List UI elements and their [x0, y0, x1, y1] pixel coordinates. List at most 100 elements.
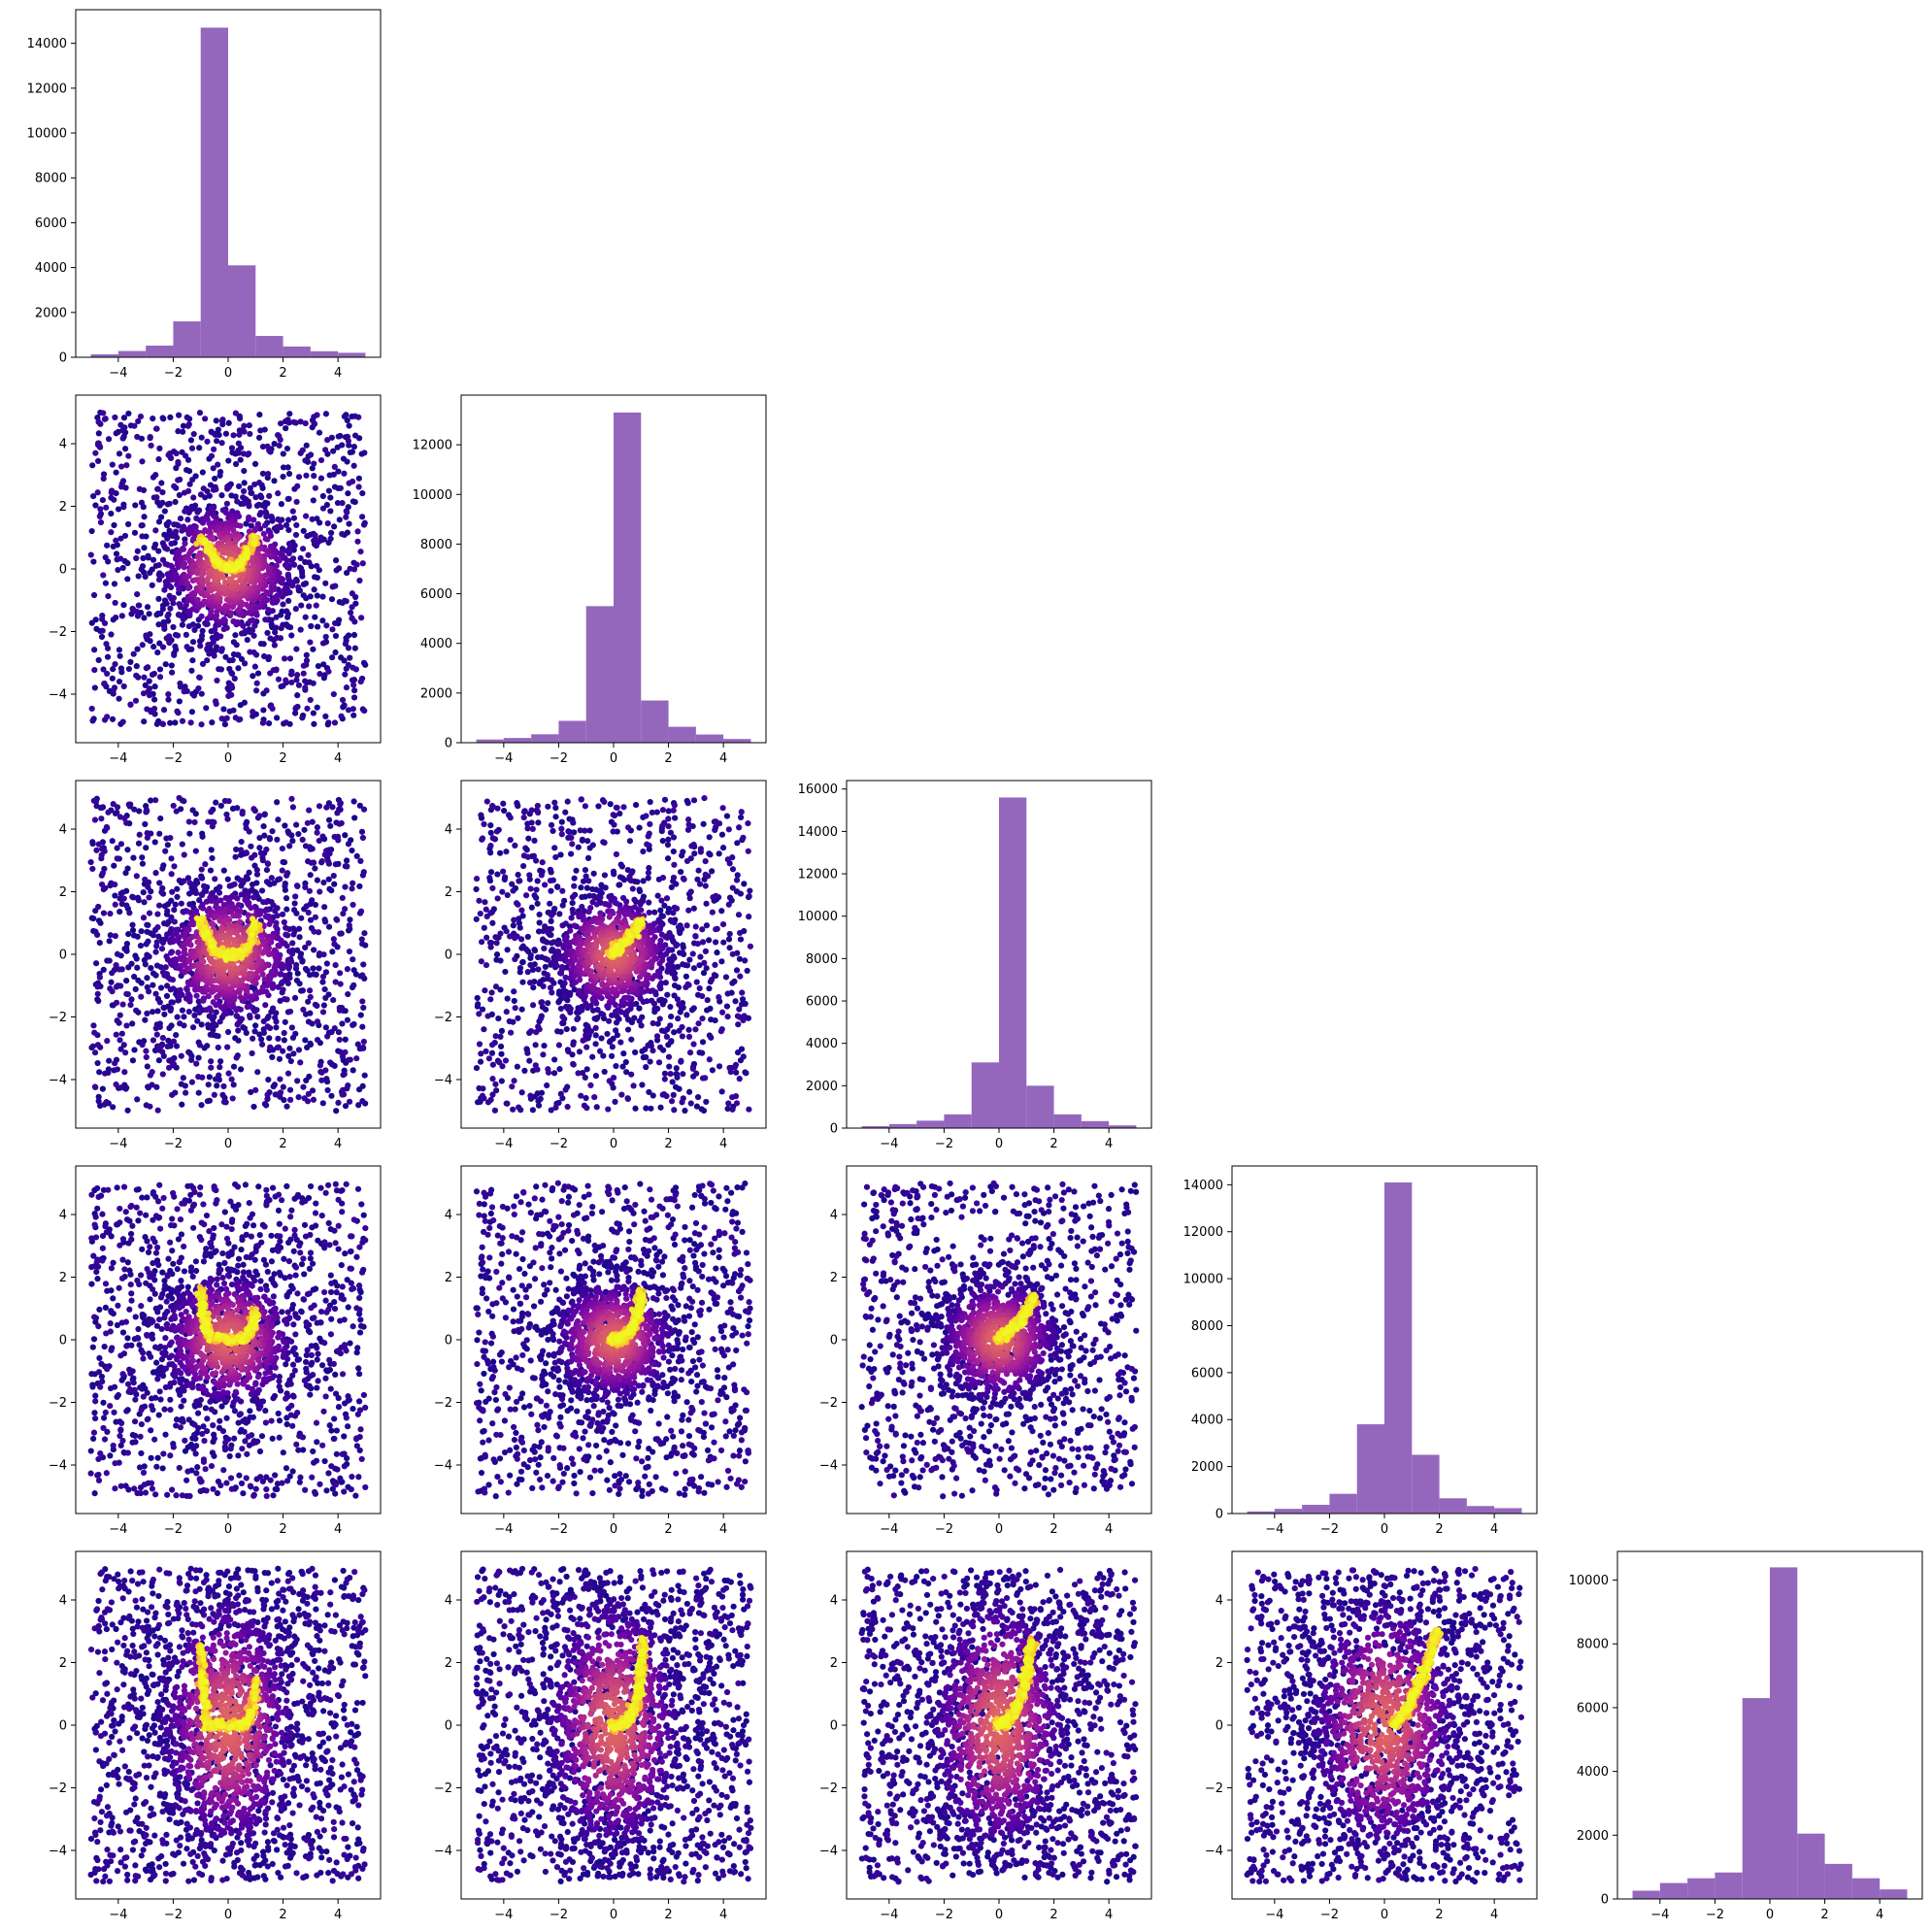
scatter-point: [214, 677, 220, 684]
scatter-point: [613, 1027, 619, 1034]
scatter-point: [280, 986, 286, 993]
y-tick-label: 0: [1601, 1893, 1609, 1908]
scatter-point: [529, 966, 537, 974]
scatter-point: [103, 823, 110, 831]
scatter-point: [325, 923, 333, 930]
scatter-point: [316, 429, 323, 436]
scatter-point: [183, 631, 189, 638]
scatter-point: [204, 929, 211, 936]
scatter-point: [300, 581, 308, 587]
scatter-point: [89, 462, 96, 469]
scatter-point: [91, 1029, 98, 1036]
scatter-point: [287, 671, 295, 678]
scatter-point: [106, 1057, 113, 1064]
y-tick-label: 4000: [35, 261, 67, 276]
scatter-point: [706, 834, 713, 841]
scatter-point: [145, 552, 151, 559]
scatter-point: [477, 1058, 484, 1065]
scatter-point: [241, 975, 248, 982]
scatter-point: [95, 841, 102, 848]
scatter-point: [504, 891, 511, 899]
scatter-point: [246, 516, 252, 523]
scatter-point: [228, 1076, 235, 1082]
scatter-point: [87, 858, 94, 866]
scatter-point: [279, 845, 285, 852]
scatter-point: [254, 1014, 261, 1020]
scatter-point: [280, 601, 286, 608]
scatter-point: [333, 1108, 340, 1115]
scatter-point: [248, 905, 254, 912]
scatter-point: [232, 410, 239, 416]
scatter-point: [120, 895, 127, 902]
scatter-point: [138, 435, 146, 442]
scatter-point: [302, 457, 309, 464]
scatter-point: [251, 851, 258, 858]
scatter-point: [354, 538, 361, 545]
scatter-point: [214, 1082, 220, 1089]
scatter-point: [181, 851, 187, 858]
scatter-point: [241, 422, 248, 429]
scatter-point: [297, 626, 304, 633]
scatter-point: [202, 887, 210, 894]
scatter-point: [135, 897, 142, 904]
scatter-point: [305, 909, 312, 916]
scatter-point: [253, 866, 260, 874]
scatter-point: [101, 416, 108, 422]
scatter-point: [230, 618, 237, 625]
histogram-bar: [1356, 1424, 1384, 1514]
scatter-point: [125, 520, 132, 528]
scatter-point: [213, 1009, 219, 1015]
scatter-point: [211, 1091, 217, 1098]
scatter-point: [736, 955, 744, 962]
scatter-point: [268, 875, 275, 882]
histogram-bar: [283, 346, 311, 357]
scatter-point: [151, 839, 158, 846]
y-tick-label: −4: [49, 688, 67, 703]
scatter-point: [113, 999, 120, 1006]
scatter-point: [331, 941, 338, 948]
scatter-point: [240, 500, 247, 507]
scatter-point: [139, 860, 147, 867]
scatter-point: [263, 846, 270, 853]
scatter-point: [102, 1070, 109, 1077]
x-tick-label: 0: [1381, 1522, 1388, 1537]
scatter-point: [346, 520, 352, 527]
scatter-point: [180, 428, 186, 435]
histogram-bar: [1302, 1505, 1330, 1514]
scatter-point: [516, 916, 522, 922]
scatter-point: [234, 805, 241, 812]
scatter-point: [117, 535, 124, 542]
scatter-point: [119, 564, 126, 572]
scatter-point: [177, 601, 183, 608]
scatter-point: [694, 1094, 702, 1101]
scatter-point: [200, 958, 207, 965]
scatter-point: [339, 1053, 347, 1060]
scatter-point: [190, 494, 197, 501]
scatter-point: [219, 1091, 226, 1098]
scatter-point: [231, 540, 239, 547]
y-tick-label: 4000: [806, 1037, 838, 1051]
scatter-point: [337, 800, 344, 807]
scatter-point: [285, 526, 292, 534]
x-tick-label: 0: [224, 751, 232, 766]
scatter-point: [284, 980, 291, 987]
scatter-point: [134, 590, 141, 598]
scatter-point: [168, 563, 176, 570]
scatter-point: [312, 1001, 318, 1008]
scatter-point: [307, 844, 314, 850]
scatter-point: [111, 496, 117, 503]
scatter-point: [129, 1020, 136, 1027]
scatter-point: [256, 921, 263, 928]
scatter-point: [277, 997, 283, 1005]
scatter-point: [530, 984, 537, 991]
scatter-point: [168, 914, 175, 920]
scatter-point: [583, 884, 590, 891]
x-tick-label: 0: [610, 751, 617, 766]
scatter-point: [286, 1096, 294, 1103]
scatter-point: [146, 894, 152, 901]
scatter-point: [143, 1053, 150, 1061]
scatter-point: [707, 1005, 714, 1012]
scatter-point: [187, 942, 194, 949]
scatter-point: [345, 490, 351, 497]
